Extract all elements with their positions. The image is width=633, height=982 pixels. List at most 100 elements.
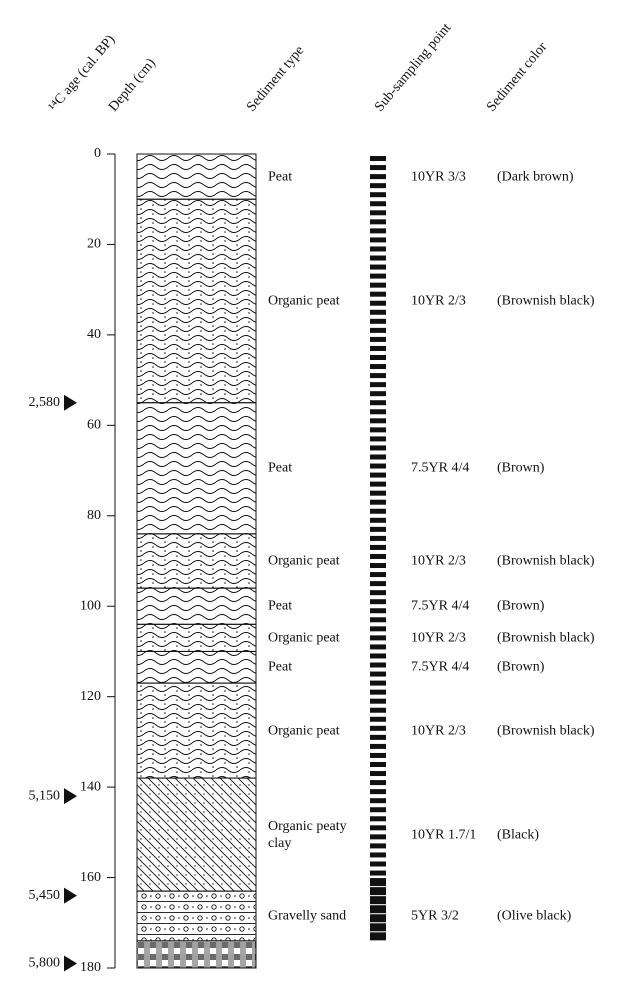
munsell-color: 7.5YR 4/4 [411, 460, 469, 477]
munsell-color: 10YR 2/3 [411, 553, 466, 570]
sampling-point [370, 283, 386, 288]
sediment-type: Organic peaty clay [268, 818, 370, 852]
sampling-point [370, 878, 386, 886]
sampling-point [370, 798, 386, 803]
layer [137, 154, 256, 199]
color-name: (Dark brown) [497, 168, 574, 185]
sampling-point [370, 454, 386, 459]
color-name: (Brownish black) [497, 722, 595, 739]
sampling-point [370, 572, 386, 577]
sampling-point [370, 554, 386, 559]
depth-tick-label: 140 [80, 779, 101, 794]
sampling-point [370, 418, 386, 423]
sampling-point [370, 473, 386, 478]
sampling-point [370, 482, 386, 487]
sampling-point [370, 726, 386, 731]
color-name: (Brownish black) [497, 629, 595, 646]
munsell-color: 10YR 2/3 [411, 722, 466, 739]
sampling-point [370, 672, 386, 677]
depth-tick-label: 120 [80, 689, 101, 704]
sampling-point [370, 834, 386, 839]
sampling-point [370, 771, 386, 776]
sampling-point [370, 708, 386, 713]
sampling-point [370, 364, 386, 369]
layer [137, 199, 256, 403]
munsell-color: 10YR 2/3 [411, 292, 466, 309]
sampling-point [370, 581, 386, 586]
layer [137, 403, 256, 534]
sampling-point [370, 744, 386, 749]
sediment-type: Organic peat [268, 553, 370, 570]
sampling-point [370, 265, 386, 270]
sampling-point [370, 174, 386, 179]
sampling-point [370, 563, 386, 568]
sediment-type: Peat [268, 460, 370, 477]
depth-tick-label: 160 [80, 870, 101, 885]
sediment-type: Peat [268, 168, 370, 185]
munsell-color: 7.5YR 4/4 [411, 659, 469, 676]
sampling-point [370, 391, 386, 396]
sampling-point [370, 237, 386, 242]
munsell-color: 10YR 3/3 [411, 168, 466, 185]
sampling-point [370, 500, 386, 505]
sampling-point [370, 536, 386, 541]
sampling-point [370, 825, 386, 830]
color-name: (Brown) [497, 460, 544, 477]
figure: ¹⁴C age (cal. BP) Depth (cm) Sediment ty… [0, 0, 633, 982]
age-marker [64, 888, 77, 904]
sampling-point [370, 436, 386, 441]
depth-tick-label: 80 [87, 508, 101, 523]
color-name: (Olive black) [497, 907, 571, 924]
header-color: Sediment color [484, 40, 550, 115]
sampling-point [370, 852, 386, 857]
layer [137, 778, 256, 891]
layer [137, 683, 256, 778]
sampling-point [370, 545, 386, 550]
age-label: 2,580 [29, 395, 61, 410]
sampling-point [370, 653, 386, 658]
sampling-point [370, 923, 386, 931]
sediment-type: Organic peat [268, 629, 370, 646]
sampling-point [370, 690, 386, 695]
sampling-point [370, 445, 386, 450]
sampling-point [370, 382, 386, 387]
age-label: 5,150 [29, 788, 61, 803]
sampling-point [370, 681, 386, 686]
header-depth: Depth (cm) [106, 56, 159, 115]
sampling-point [370, 373, 386, 378]
color-name: (Brownish black) [497, 292, 595, 309]
sampling-point [370, 301, 386, 306]
sampling-point [370, 355, 386, 360]
sampling-point [370, 328, 386, 333]
depth-tick-label: 60 [87, 418, 101, 433]
sampling-point [370, 228, 386, 233]
sampling-point [370, 843, 386, 848]
color-name: (Brownish black) [497, 553, 595, 570]
sediment-type: Peat [268, 659, 370, 676]
age-marker [64, 788, 77, 804]
sampling-point [370, 201, 386, 206]
munsell-color: 7.5YR 4/4 [411, 598, 469, 615]
sampling-point [370, 210, 386, 215]
sampling-point [370, 590, 386, 595]
sampling-point [370, 816, 386, 821]
depth-tick-label: 20 [87, 237, 101, 252]
sampling-point [370, 789, 386, 794]
layer [137, 624, 256, 651]
layer [137, 891, 256, 941]
sampling-point [370, 644, 386, 649]
sampling-point [370, 156, 386, 161]
header-sampling: Sub-sampling point [372, 21, 454, 115]
age-marker [64, 395, 77, 411]
depth-tick-label: 40 [87, 327, 101, 342]
sampling-point [370, 509, 386, 514]
sampling-point [370, 735, 386, 740]
depth-tick-label: 0 [94, 146, 101, 161]
layer [137, 651, 256, 683]
sampling-point [370, 274, 386, 279]
sampling-point [370, 165, 386, 170]
sampling-point [370, 905, 386, 913]
sampling-point [370, 346, 386, 351]
munsell-color: 10YR 1.7/1 [411, 826, 476, 843]
sampling-point [370, 219, 386, 224]
